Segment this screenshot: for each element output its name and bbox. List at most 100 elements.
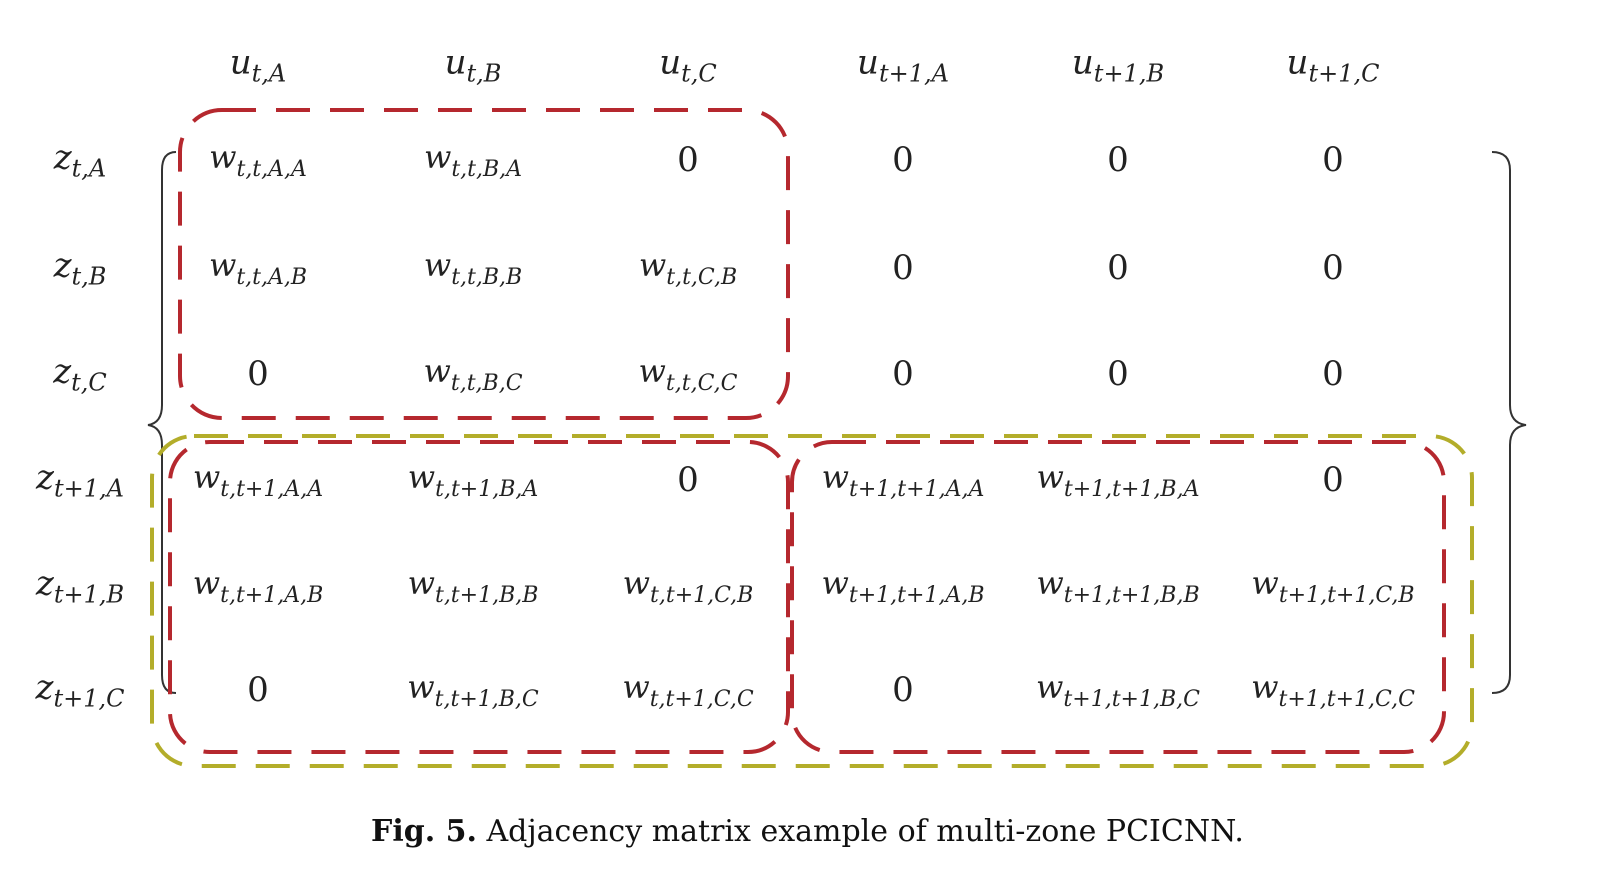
matrix-cell-symbol: 0	[892, 354, 914, 394]
row-header: zt+1,A	[36, 458, 124, 503]
matrix-cell-subscript: t+1,t+1,B,C	[1063, 687, 1200, 712]
matrix-cell-symbol: w	[638, 352, 666, 390]
column-header: ut+1,C	[1287, 43, 1380, 88]
matrix-cell: wt,t,A,B	[209, 246, 307, 290]
caption-label: Fig. 5.	[371, 814, 477, 849]
matrix-cell-subscript: t+1,t+1,B,B	[1063, 583, 1200, 608]
matrix-cell: wt+1,t+1,C,B	[1251, 564, 1414, 608]
matrix-cell-symbol: 0	[1107, 354, 1129, 394]
matrix-cell-symbol: w	[407, 668, 435, 706]
matrix-cell-subscript: t+1,t+1,C,C	[1278, 687, 1415, 712]
matrix-cell-symbol: w	[1036, 564, 1064, 602]
matrix-cell: wt+1,t+1,A,B	[822, 564, 985, 608]
row-header-symbol: z	[53, 245, 72, 286]
matrix-cell: wt,t,C,C	[639, 352, 738, 396]
matrix-cell: wt,t+1,C,B	[623, 564, 754, 608]
matrix-cell: 0	[677, 140, 699, 180]
matrix-cell-subscript: t,t,A,A	[236, 157, 307, 182]
column-header-subscript: t+1,C	[1308, 59, 1380, 88]
matrix-cell: wt+1,t+1,B,A	[1037, 458, 1200, 502]
matrix-cell-symbol: w	[638, 246, 667, 284]
matrix-cell: wt,t,B,C	[423, 352, 522, 396]
matrix-cell: wt,t+1,B,A	[408, 458, 539, 502]
matrix-cell-symbol: 0	[677, 460, 699, 500]
column-header: ut,A	[230, 43, 287, 88]
matrix-cell-symbol: w	[622, 564, 651, 602]
matrix-cell-symbol: w	[1036, 458, 1064, 496]
matrix-cell: wt+1,t+1,A,A	[822, 458, 985, 502]
matrix-cell: 0	[1107, 354, 1129, 394]
matrix-cell-symbol: w	[1251, 668, 1279, 706]
column-header-symbol: u	[229, 42, 252, 83]
column-header-symbol: u	[659, 42, 682, 83]
matrix-cell: wt+1,t+1,B,C	[1036, 668, 1200, 712]
matrix-cell: 0	[1107, 140, 1129, 180]
matrix-cell: 0	[1322, 140, 1344, 180]
row-header: zt+1,B	[36, 564, 124, 609]
matrix-cell-symbol: 0	[1107, 140, 1129, 180]
matrix-cell-symbol: 0	[892, 670, 914, 710]
matrix-cell-subscript: t+1,t+1,A,B	[848, 583, 985, 608]
row-header-subscript: t,A	[71, 154, 107, 183]
matrix-cell: 0	[247, 354, 269, 394]
matrix-cell-symbol: 0	[247, 354, 269, 394]
row-header: zt,A	[54, 138, 107, 183]
matrix-cell-subscript: t,t+1,C,B	[650, 583, 754, 608]
matrix-cell: wt,t+1,A,A	[193, 458, 323, 502]
matrix-cell-symbol: w	[407, 564, 435, 602]
left-curly-brace	[147, 151, 177, 694]
matrix-cell-subscript: t,t+1,B,B	[434, 583, 539, 608]
column-header: ut+1,B	[1072, 43, 1164, 88]
column-header-subscript: t,A	[251, 59, 287, 88]
column-header-symbol: u	[444, 42, 467, 83]
matrix-cell: 0	[247, 670, 269, 710]
matrix-cell: 0	[892, 140, 914, 180]
column-header-symbol: u	[1071, 42, 1094, 83]
block-t-t1-highlight	[168, 440, 790, 754]
row-header-symbol: z	[35, 563, 54, 604]
matrix-cell-subscript: t,t+1,B,C	[434, 687, 539, 712]
matrix-cell-symbol: w	[1036, 668, 1064, 706]
column-header: ut,B	[445, 43, 502, 88]
row-header: zt+1,C	[36, 668, 125, 713]
matrix-cell: wt,t,B,A	[424, 138, 522, 182]
matrix-cell: 0	[1322, 354, 1344, 394]
matrix-cell-subscript: t,t,C,B	[666, 265, 738, 290]
matrix-cell-subscript: t+1,t+1,B,A	[1063, 477, 1200, 502]
matrix-cell-symbol: 0	[1322, 248, 1344, 288]
row-header-subscript: t,C	[71, 368, 107, 397]
column-header: ut,C	[659, 43, 717, 88]
column-header-symbol: u	[857, 42, 879, 83]
matrix-cell-symbol: 0	[1322, 140, 1344, 180]
block-t1-t1-highlight	[790, 440, 1446, 754]
block-t-plus-1-rows-highlight	[150, 434, 1474, 768]
matrix-cell-subscript: t,t,C,C	[665, 371, 738, 396]
matrix-cell-symbol: 0	[247, 670, 269, 710]
matrix-cell-symbol: 0	[677, 140, 699, 180]
row-header-symbol: z	[53, 351, 72, 392]
matrix-cell-subscript: t,t+1,A,B	[220, 583, 324, 608]
row-header-symbol: z	[35, 667, 54, 708]
matrix-cell-subscript: t,t,B,B	[451, 265, 523, 290]
matrix-cell: wt+1,t+1,B,B	[1036, 564, 1199, 608]
matrix-cell: wt,t+1,B,C	[407, 668, 538, 712]
block-t-t-highlight	[178, 108, 790, 420]
caption-text: Adjacency matrix example of multi-zone P…	[486, 814, 1244, 849]
matrix-cell-symbol: w	[208, 246, 237, 284]
matrix-cell: 0	[677, 460, 699, 500]
matrix-cell-symbol: 0	[892, 140, 914, 180]
matrix-cell-symbol: w	[1251, 564, 1279, 602]
matrix-cell-subscript: t+1,t+1,A,A	[849, 477, 985, 502]
matrix-cell-symbol: w	[622, 668, 650, 706]
matrix-cell: 0	[892, 670, 914, 710]
matrix-cell-subscript: t,t+1,B,A	[435, 477, 539, 502]
matrix-cell: wt,t+1,A,B	[193, 564, 324, 608]
column-header: ut+1,A	[857, 43, 949, 88]
matrix-cell-symbol: w	[423, 352, 451, 390]
right-curly-brace	[1491, 151, 1527, 694]
matrix-cell-symbol: w	[192, 458, 221, 496]
matrix-cell: wt,t+1,B,B	[408, 564, 539, 608]
matrix-cell-symbol: 0	[1107, 248, 1129, 288]
